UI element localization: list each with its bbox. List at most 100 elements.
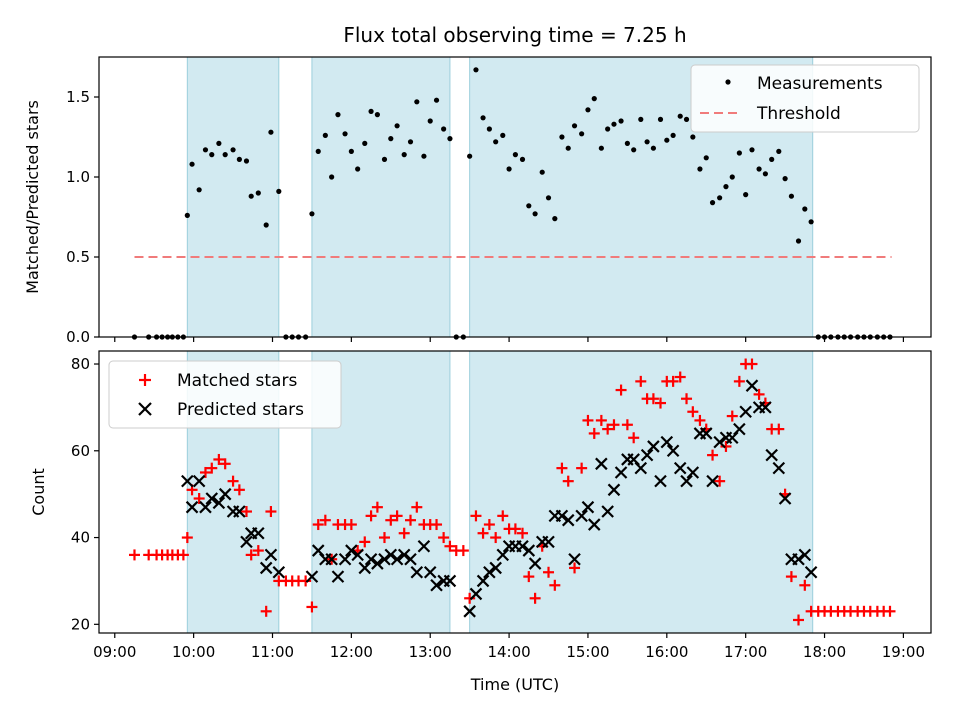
predicted-star-stroke bbox=[443, 574, 457, 588]
measurement-point bbox=[230, 147, 236, 153]
predicted-star-point bbox=[647, 440, 660, 453]
measurement-point bbox=[585, 107, 591, 113]
predicted-star-point bbox=[181, 474, 194, 488]
x-tick-label: 15:00 bbox=[566, 643, 609, 661]
matched-star-point bbox=[621, 419, 633, 431]
measurement-point bbox=[381, 156, 388, 162]
predicted-star-stroke bbox=[181, 474, 194, 488]
matched-stars-points bbox=[128, 358, 896, 626]
measurement-point bbox=[315, 148, 321, 154]
predicted-star-stroke bbox=[733, 422, 746, 436]
measurement-point bbox=[506, 166, 512, 172]
bottom-x-ticks: 09:00 10:00 11:00 12:00 13:00 14:00 15:00 16:00… bbox=[93, 633, 925, 661]
matched-star-point bbox=[714, 475, 726, 487]
predicted-star-point bbox=[264, 548, 278, 562]
predicted-star-point bbox=[443, 574, 457, 588]
measurement-point bbox=[388, 136, 394, 142]
matched-star-point bbox=[884, 605, 896, 617]
predicted-star-point bbox=[759, 401, 772, 414]
measurement-point bbox=[184, 212, 190, 218]
predicted-star-stroke bbox=[640, 448, 654, 462]
predicted-star-stroke bbox=[673, 461, 687, 475]
observing-interval-3 bbox=[469, 350, 814, 634]
predicted-star-point bbox=[575, 509, 588, 523]
predicted-star-point bbox=[666, 444, 680, 458]
predicted-star-stroke bbox=[338, 552, 352, 566]
predicted-star-stroke bbox=[384, 548, 398, 562]
predicted-star-point bbox=[706, 474, 719, 488]
measurement-point bbox=[598, 145, 604, 151]
predicted-star-stroke bbox=[516, 539, 529, 553]
measurement-point bbox=[618, 118, 624, 124]
matched-star-point bbox=[431, 519, 443, 531]
matched-star-point bbox=[562, 475, 574, 487]
predicted-star-point bbox=[601, 505, 614, 518]
predicted-star-stroke bbox=[345, 544, 358, 557]
predicted-star-point bbox=[410, 565, 424, 579]
matched-star-point bbox=[265, 506, 277, 518]
predicted-star-point bbox=[725, 431, 739, 445]
x-tick-label: 10:00 bbox=[172, 643, 215, 661]
top-y-axis-label: Matched/Predicted stars bbox=[23, 100, 42, 294]
predicted-star-stroke bbox=[218, 487, 232, 501]
predicted-star-point bbox=[397, 548, 411, 562]
measurement-point bbox=[263, 222, 269, 228]
predicted-star-point bbox=[792, 552, 805, 566]
bottom-y-tick-label: 40 bbox=[71, 529, 90, 547]
measurement-point bbox=[196, 187, 202, 193]
bottom-panel: 20 40 60 80 09:00 10:00 11:00 12:00 13:00 14:00 1… bbox=[29, 350, 932, 694]
bottom-axes-frame bbox=[98, 350, 932, 634]
measurement-point bbox=[348, 148, 354, 154]
measurement-point bbox=[795, 238, 802, 244]
measurement-point bbox=[355, 166, 361, 172]
predicted-star-stroke bbox=[371, 557, 384, 570]
predicted-star-point bbox=[384, 548, 398, 562]
matched-star-point bbox=[227, 475, 239, 487]
predicted-star-point bbox=[476, 574, 490, 588]
matched-star-point bbox=[655, 397, 667, 409]
predicted-star-stroke bbox=[686, 466, 700, 479]
measurement-point bbox=[421, 153, 427, 159]
matched-star-point bbox=[378, 532, 390, 544]
measurement-point bbox=[473, 67, 479, 73]
matched-star-point bbox=[647, 393, 659, 405]
predicted-star-point bbox=[522, 544, 536, 557]
predicted-star-point bbox=[607, 483, 621, 497]
bottom-y-tick-label: 60 bbox=[71, 442, 90, 460]
measurement-point bbox=[407, 139, 414, 145]
predicted-star-stroke bbox=[205, 492, 219, 505]
matched-star-point bbox=[608, 419, 620, 431]
x-tick-label: 19:00 bbox=[882, 643, 925, 661]
matched-star-point bbox=[687, 406, 699, 418]
measurement-point bbox=[782, 176, 788, 182]
predicted-star-stroke bbox=[496, 548, 510, 562]
predicted-star-stroke bbox=[489, 561, 502, 575]
measurement-point bbox=[368, 108, 374, 114]
measurement-point bbox=[433, 97, 440, 103]
legend-matched-marker bbox=[139, 374, 151, 386]
matched-star-point bbox=[345, 519, 357, 531]
measurement-point bbox=[401, 152, 407, 158]
x-tick-label: 12:00 bbox=[330, 643, 373, 661]
predicted-star-point bbox=[423, 565, 437, 579]
predicted-star-point bbox=[654, 474, 667, 488]
predicted-star-stroke bbox=[476, 574, 490, 588]
predicted-star-stroke bbox=[358, 561, 372, 575]
measurement-point bbox=[467, 153, 473, 159]
measurement-point bbox=[571, 123, 578, 129]
matched-star-point bbox=[385, 514, 397, 526]
bottom-y-axis-label: Count bbox=[29, 468, 48, 516]
predicted-star-point bbox=[233, 505, 246, 518]
predicted-star-stroke bbox=[699, 427, 713, 440]
matched-star-point bbox=[799, 579, 811, 591]
predicted-star-stroke bbox=[331, 570, 345, 583]
matched-star-point bbox=[233, 484, 245, 496]
predicted-star-point bbox=[325, 552, 338, 566]
bottom-legend: Matched stars Predicted stars bbox=[108, 360, 342, 429]
matched-star-point bbox=[365, 510, 377, 522]
matched-star-point bbox=[674, 371, 686, 383]
matched-star-point bbox=[470, 510, 482, 522]
measurement-point bbox=[565, 145, 571, 151]
measurement-point bbox=[591, 96, 597, 102]
matched-star-point bbox=[213, 453, 225, 465]
